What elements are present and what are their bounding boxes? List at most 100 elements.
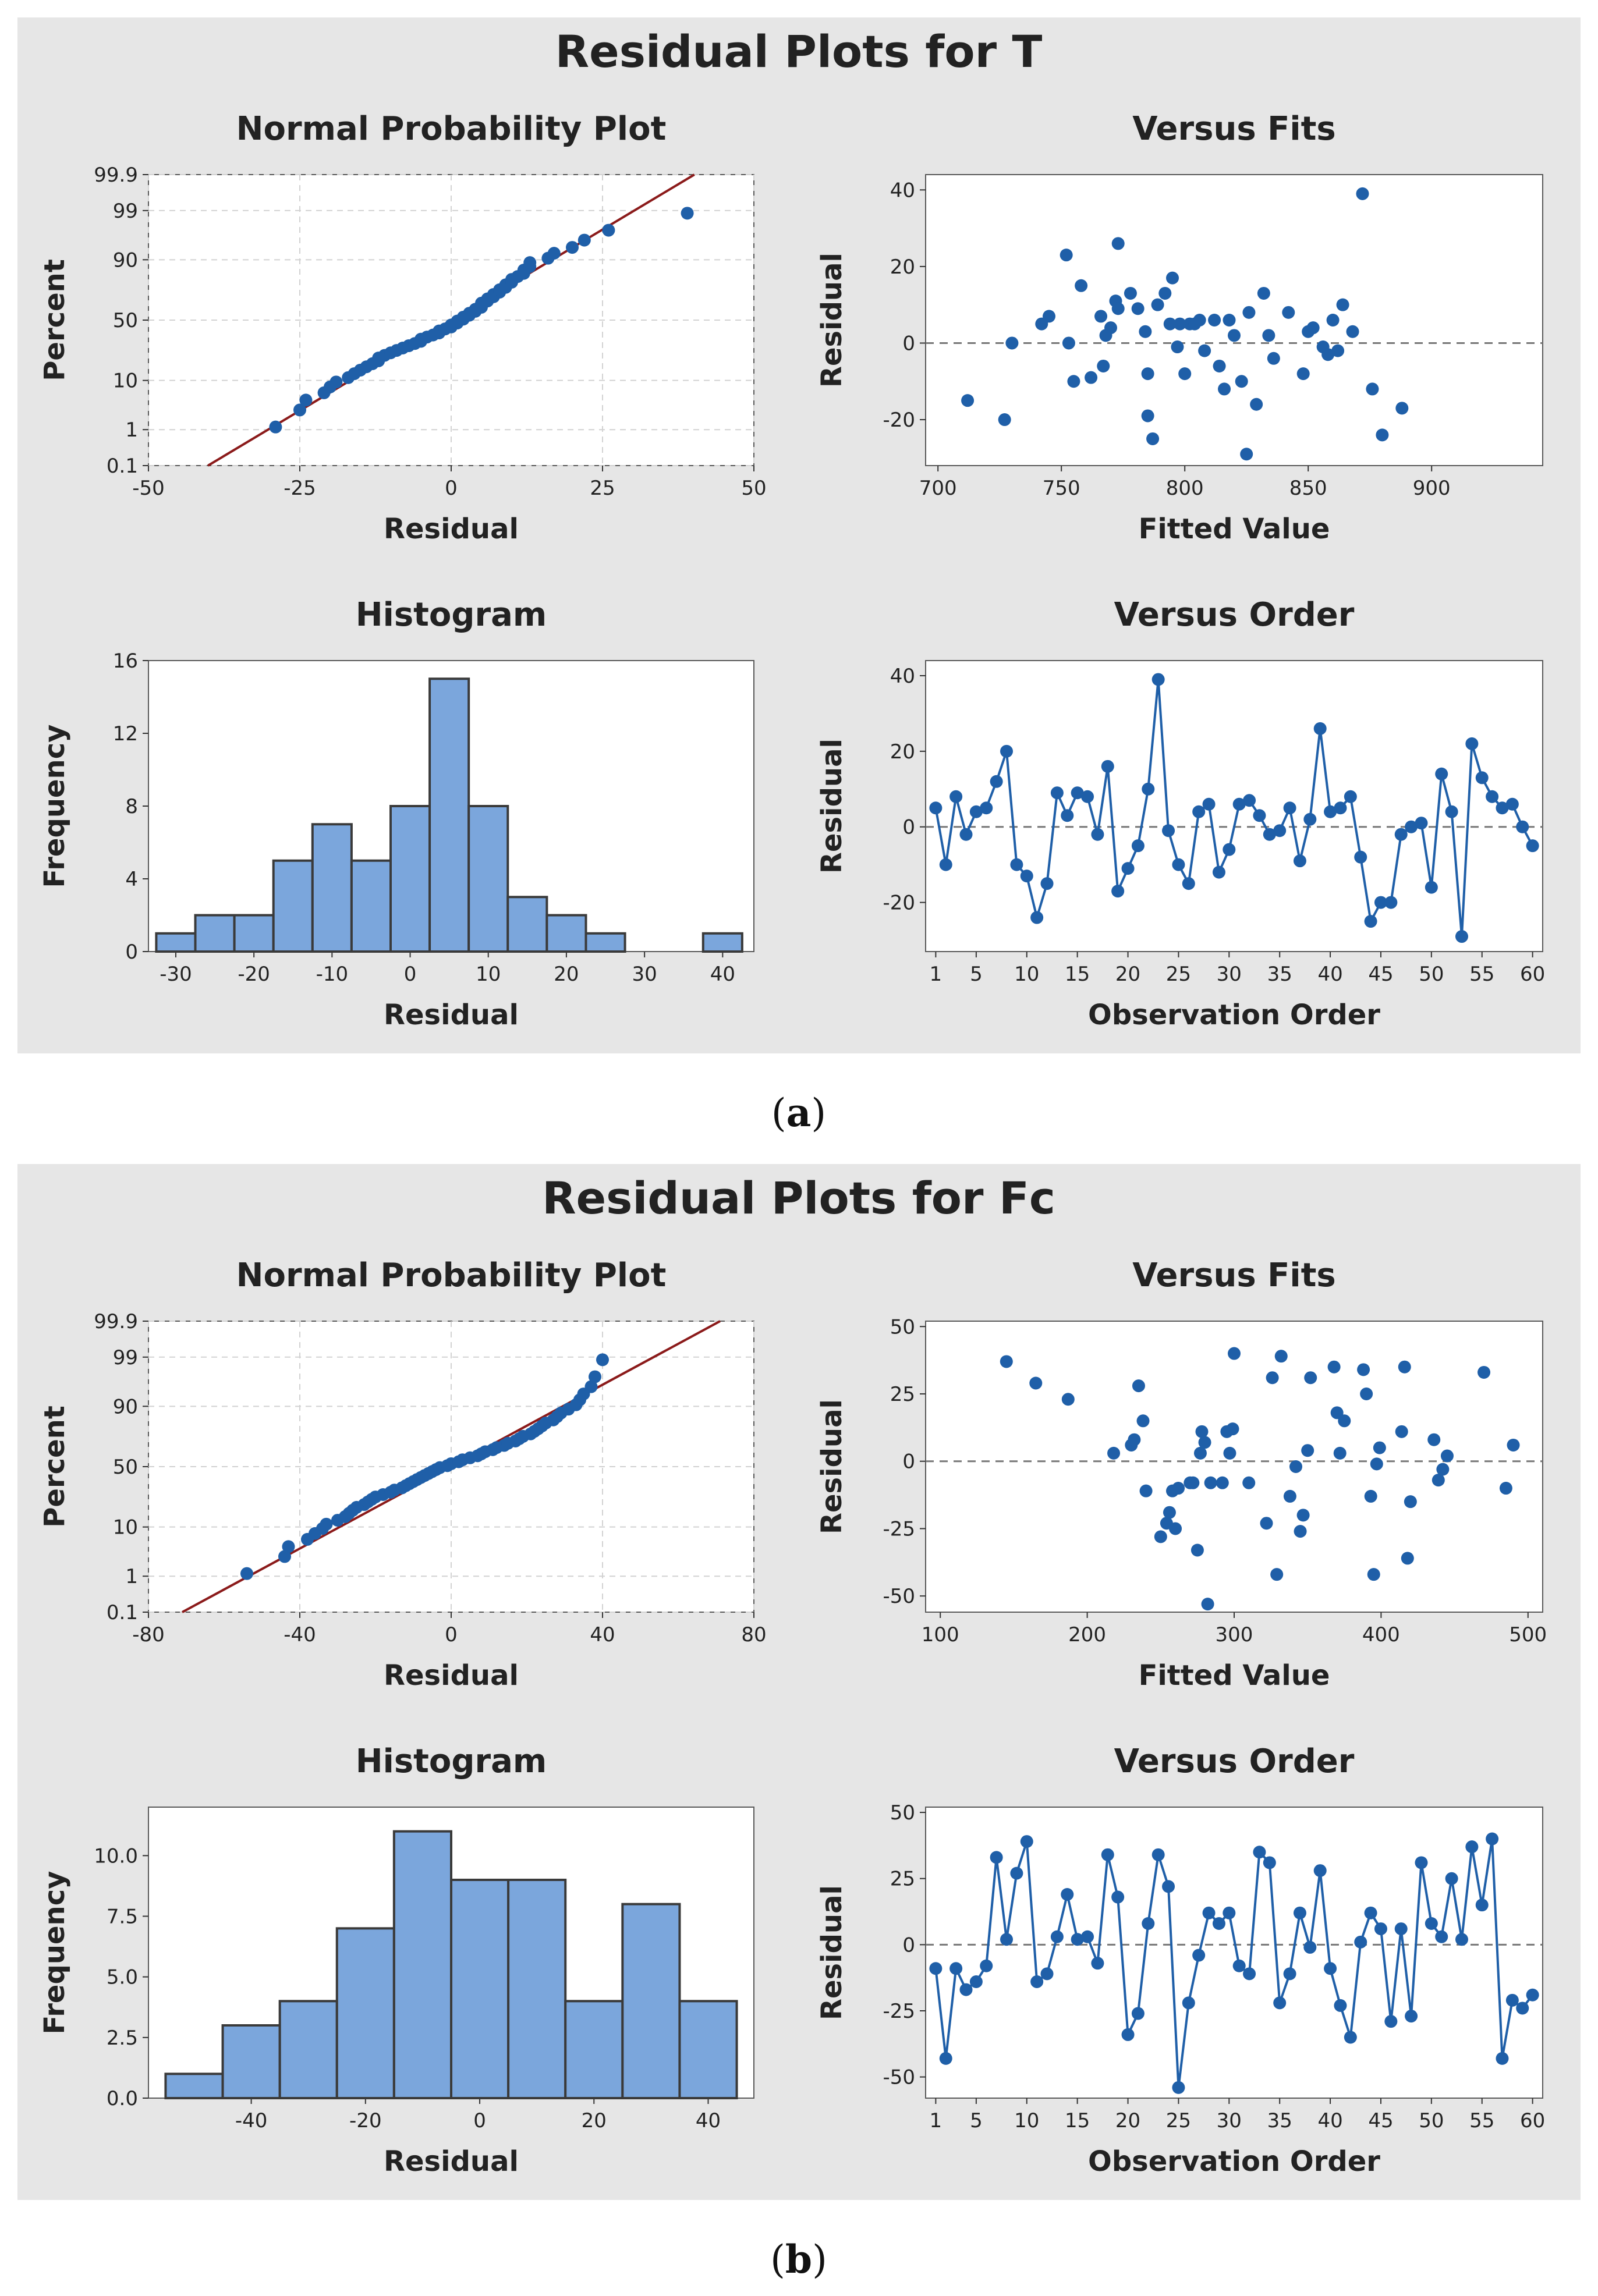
x-tick-label: 35 [1267, 2109, 1292, 2132]
y-tick-label: 25 [890, 1383, 915, 1406]
x-tick-label: 45 [1368, 2109, 1393, 2132]
x-tick-label: 55 [1469, 963, 1494, 986]
residual-point [1274, 1350, 1288, 1363]
residual-point [1216, 1476, 1229, 1489]
residual-point [329, 375, 343, 389]
x-tick-label: 50 [741, 477, 766, 500]
residual-point [1151, 1848, 1165, 1861]
y-tick-label: 50 [890, 1315, 915, 1339]
residual-point [990, 1851, 1003, 1864]
x-tick-label: 20 [1115, 963, 1140, 986]
histogram-bar [389, 805, 431, 953]
residual-point [1212, 1917, 1225, 1930]
residual-point [1373, 1441, 1386, 1454]
residual-point [1394, 1922, 1408, 1936]
residual-point [282, 1540, 295, 1553]
x-tick-label: 10 [476, 963, 501, 986]
residual-point [1313, 722, 1327, 735]
y-tick-label: 40 [890, 665, 915, 688]
residual-point [1062, 336, 1075, 350]
y-tick-label: 0 [902, 1450, 915, 1474]
residual-point [1331, 344, 1345, 357]
y-tick-label: 40 [890, 179, 915, 202]
residual-point [1141, 367, 1154, 381]
residual-point [1404, 1495, 1417, 1509]
residual-point [1526, 1988, 1539, 2002]
residual-point [1146, 432, 1160, 445]
residual-point [1398, 1360, 1411, 1374]
residual-point [1283, 1489, 1296, 1503]
residual-point [1296, 367, 1310, 381]
x-tick-label: 0 [445, 1623, 458, 1646]
residual-point [1283, 1967, 1296, 1981]
y-tick-label: 0.1 [107, 1601, 138, 1624]
residual-point [1166, 271, 1179, 285]
residual-point [1101, 1848, 1114, 1861]
residual-point [1516, 2002, 1529, 2015]
residual-point [1223, 314, 1236, 327]
residual-point [1370, 1457, 1383, 1471]
residual-point [1356, 187, 1369, 200]
residual-point [1294, 1525, 1307, 1538]
residual-point [1364, 1906, 1377, 1919]
x-tick-label: 40 [696, 2109, 721, 2132]
residual-point [1029, 1376, 1043, 1390]
y-tick-label: 20 [890, 740, 915, 764]
chart-title: Versus Fits [1132, 1257, 1335, 1294]
y-tick-label: 0 [902, 332, 915, 355]
residual-point [1182, 877, 1195, 890]
chart-title: Histogram [356, 1743, 547, 1780]
chart-title: Versus Order [1114, 596, 1355, 634]
residual-point [1366, 382, 1379, 396]
x-tick-label: 5 [970, 963, 983, 986]
residual-point [1111, 885, 1125, 898]
y-tick-label: 4 [125, 868, 138, 891]
residual-point [1301, 1444, 1314, 1457]
panel-b-versus-fits-plot: Versus Fits Fitted Value Residual 100 200 300… [816, 1257, 1547, 1692]
residual-point [1436, 1463, 1450, 1476]
residual-point [1415, 1856, 1428, 1869]
residual-point [1040, 877, 1054, 890]
residual-point [1198, 1436, 1211, 1449]
x-tick-label: 100 [922, 1623, 959, 1646]
y-tick-label: 0 [902, 1933, 915, 1957]
residual-point [1223, 1446, 1236, 1460]
x-tick-label: 25 [590, 477, 615, 500]
y-tick-label: 90 [113, 1395, 138, 1418]
x-tick-label: -50 [132, 477, 165, 500]
y-tick-label: 0.1 [107, 455, 138, 478]
residual-point [1326, 314, 1340, 327]
residual-point [1440, 1449, 1454, 1463]
residual-point [1296, 1509, 1310, 1522]
residual-point [1432, 1474, 1445, 1487]
residual-point [969, 1975, 983, 1988]
residual-point [1427, 1433, 1441, 1446]
residual-point [990, 775, 1003, 788]
histogram-bar [272, 859, 314, 953]
x-tick-label: 35 [1267, 963, 1292, 986]
y-tick-label: 99 [113, 1346, 138, 1369]
residual-point [1240, 448, 1253, 461]
residual-point [1374, 1922, 1387, 1936]
x-tick-label: 700 [919, 477, 957, 500]
y-tick-label: 90 [113, 249, 138, 272]
histogram-bar [678, 2000, 738, 2099]
y-tick-label: 1 [125, 1565, 138, 1588]
y-axis-label: Residual [816, 253, 848, 388]
histogram-bar [450, 1879, 510, 2099]
x-tick-label: 40 [590, 1623, 615, 1646]
residual-point [1364, 1489, 1377, 1503]
residual-point [1172, 858, 1185, 871]
residual-point [1081, 790, 1094, 803]
residual-point [1324, 1962, 1337, 1975]
residual-point [1324, 805, 1337, 818]
residual-point [1333, 1446, 1347, 1460]
residual-point [1040, 1967, 1054, 1981]
residual-point [1212, 865, 1225, 879]
x-tick-label: -20 [238, 963, 270, 986]
residual-point [949, 790, 963, 803]
residual-point [1262, 329, 1275, 342]
panel-b-histogram: Histogram Residual Frequency -40 -20 0 20 40 0.0… [38, 1743, 754, 2178]
residual-point [1313, 1864, 1327, 1878]
x-tick-label: 15 [1065, 963, 1090, 986]
